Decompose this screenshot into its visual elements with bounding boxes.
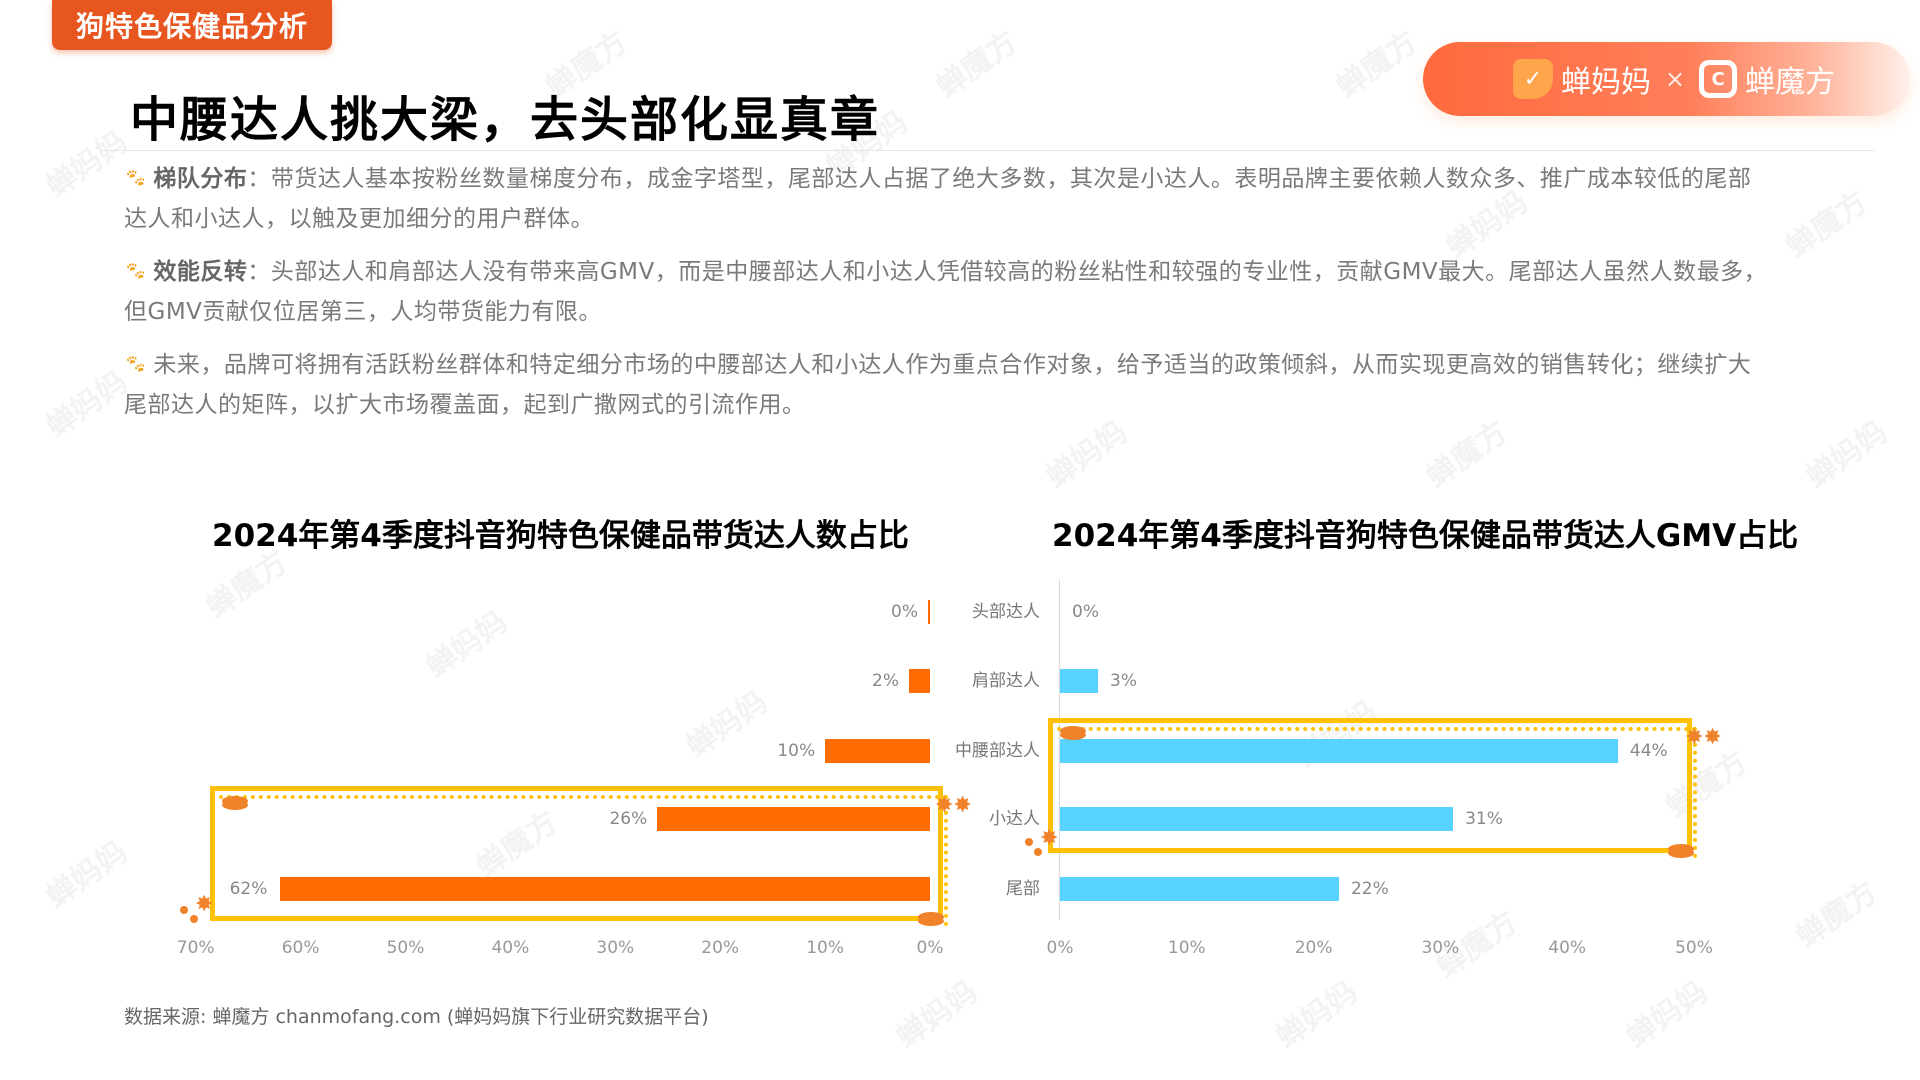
right-bar-value-label: 22%: [1350, 879, 1389, 899]
category-label: 尾部: [1006, 879, 1040, 899]
paw-icon: 🐾︎: [124, 261, 148, 282]
coin-decoration-icon: [1668, 844, 1694, 854]
maple-leaf-icon: ✸: [195, 892, 214, 917]
right-bar-value-label: 3%: [1110, 671, 1138, 691]
category-label: 肩部达人: [972, 671, 1040, 691]
maple-leaf-icon: ✸: [1040, 826, 1059, 851]
watermark: 蝉妈妈: [40, 834, 134, 916]
left-x-tick: 40%: [491, 938, 530, 958]
watermark: 蝉妈妈: [40, 124, 134, 206]
left-bar-value-label: 10%: [777, 741, 816, 761]
paw-icon: 🐾︎: [124, 168, 148, 189]
right-highlight-frame: [1048, 718, 1697, 858]
right-x-tick: 40%: [1548, 938, 1587, 958]
left-bar: [279, 877, 930, 901]
left-chart-title: 2024年第4季度抖音狗特色保健品带货达人数占比: [212, 518, 909, 554]
watermark: 蝉妈妈: [1800, 414, 1894, 496]
category-label: 头部达人: [972, 602, 1040, 622]
left-x-tick: 30%: [596, 938, 635, 958]
chanmama-logo-icon: ✓: [1513, 59, 1553, 99]
brand1-label: 蝉妈妈: [1561, 65, 1651, 100]
right-chart-y-axis: [1059, 580, 1060, 920]
watermark: 蝉妈妈: [420, 604, 514, 686]
right-bar: [1060, 807, 1454, 831]
left-bar: [909, 669, 930, 693]
paragraph-colon: ：: [247, 259, 271, 285]
paragraph-lead: 梯队分布: [153, 166, 248, 192]
paragraph-text: 带货达人基本按粉丝数量梯度分布，成金字塔型，尾部达人占据了绝大多数，其次是小达人…: [124, 166, 1752, 232]
right-bar: [1060, 669, 1099, 693]
paragraph-efficiency-reversal: 🐾︎ 效能反转：头部达人和肩部达人没有带来高GMV，而是中腰部达人和小达人凭借较高…: [124, 253, 1774, 332]
paw-icon: 🐾︎: [124, 354, 148, 375]
right-x-tick: 0%: [1046, 938, 1074, 958]
left-bar: [657, 807, 930, 831]
right-x-tick: 10%: [1167, 938, 1206, 958]
brand2-label: 蝉魔方: [1745, 65, 1836, 100]
right-bar-value-label: 44%: [1629, 741, 1668, 761]
watermark: 蝉妈妈: [890, 974, 984, 1056]
page-title: 中腰达人挑大梁，去头部化显真章: [130, 92, 881, 148]
right-bar: [1060, 739, 1618, 763]
watermark: 蝉妈妈: [1620, 974, 1714, 1056]
header-divider: [100, 150, 1875, 151]
left-bar-value-label: 2%: [872, 671, 900, 691]
right-x-tick: 50%: [1675, 938, 1713, 958]
watermark: 蝉魔方: [1780, 184, 1874, 266]
watermark: 蝉魔方: [1790, 874, 1884, 956]
left-x-tick: 50%: [386, 938, 425, 958]
right-x-tick: 20%: [1294, 938, 1333, 958]
watermark: 蝉妈妈: [40, 364, 134, 446]
maple-leaf-icon: ✸✸: [1685, 725, 1722, 750]
left-highlight-frame: [210, 786, 948, 926]
brand-separator: ×: [1665, 65, 1686, 93]
left-bar-value-label: 26%: [609, 809, 648, 829]
coin-decoration-icon: [1060, 726, 1086, 736]
right-chart-title: 2024年第4季度抖音狗特色保健品带货达人GMV占比: [1052, 518, 1799, 554]
paragraph-colon: ：: [247, 166, 271, 192]
chanmofang-logo-icon: C: [1699, 60, 1738, 98]
dot-decoration: [1034, 848, 1042, 856]
left-bar: [825, 739, 930, 763]
section-tag: 狗特色保健品分析: [52, 0, 332, 50]
paragraph-text: 未来，品牌可将拥有活跃粉丝群体和特定细分市场的中腰部达人和小达人作为重点合作对象…: [124, 352, 1752, 418]
category-label: 小达人: [989, 809, 1040, 829]
watermark: 蝉妈妈: [1270, 974, 1364, 1056]
watermark: 蝉妈妈: [680, 684, 774, 766]
left-bar-value-label: 62%: [229, 879, 268, 899]
left-bar-value-label: 0%: [891, 602, 918, 622]
paragraph-future: 🐾︎ 未来，品牌可将拥有活跃粉丝群体和特定细分市场的中腰部达人和小达人作为重点合作…: [124, 346, 1774, 425]
dot-decoration: [180, 906, 188, 914]
left-bar: [928, 600, 930, 624]
right-bar: [1060, 877, 1339, 901]
coin-decoration-icon: [222, 796, 248, 806]
data-source-footnote: 数据来源: 蝉魔方 chanmofang.com (蝉妈妈旗下行业研究数据平台): [124, 1006, 709, 1028]
watermark: 蝉魔方: [1330, 24, 1424, 106]
paragraph-lead: 效能反转: [153, 259, 248, 285]
dot-decoration: [1025, 838, 1033, 846]
coin-decoration-icon: [918, 912, 944, 922]
left-x-tick: 60%: [281, 938, 320, 958]
dot-decoration: [190, 915, 198, 923]
right-bar-value-label: 0%: [1072, 602, 1099, 622]
left-x-tick: 20%: [701, 938, 740, 958]
brand-logo-pill: ✓ 蝉妈妈 × C 蝉魔方: [1423, 42, 1910, 116]
left-x-tick: 10%: [806, 938, 844, 958]
paragraph-text: 头部达人和肩部达人没有带来高GMV，而是中腰部达人和小达人凭借较高的粉丝粘性和较…: [124, 259, 1768, 325]
maple-leaf-icon: ✸✸: [935, 793, 972, 818]
right-bar-value-label: 31%: [1465, 809, 1503, 829]
paragraph-tier-distribution: 🐾︎ 梯队分布：带货达人基本按粉丝数量梯度分布，成金字塔型，尾部达人占据了绝大多数…: [124, 160, 1774, 239]
right-x-tick: 30%: [1421, 938, 1460, 958]
left-x-tick: 70%: [176, 938, 215, 958]
category-label: 中腰部达人: [955, 741, 1040, 761]
left-x-tick: 0%: [916, 938, 944, 958]
watermark: 蝉魔方: [930, 24, 1024, 106]
